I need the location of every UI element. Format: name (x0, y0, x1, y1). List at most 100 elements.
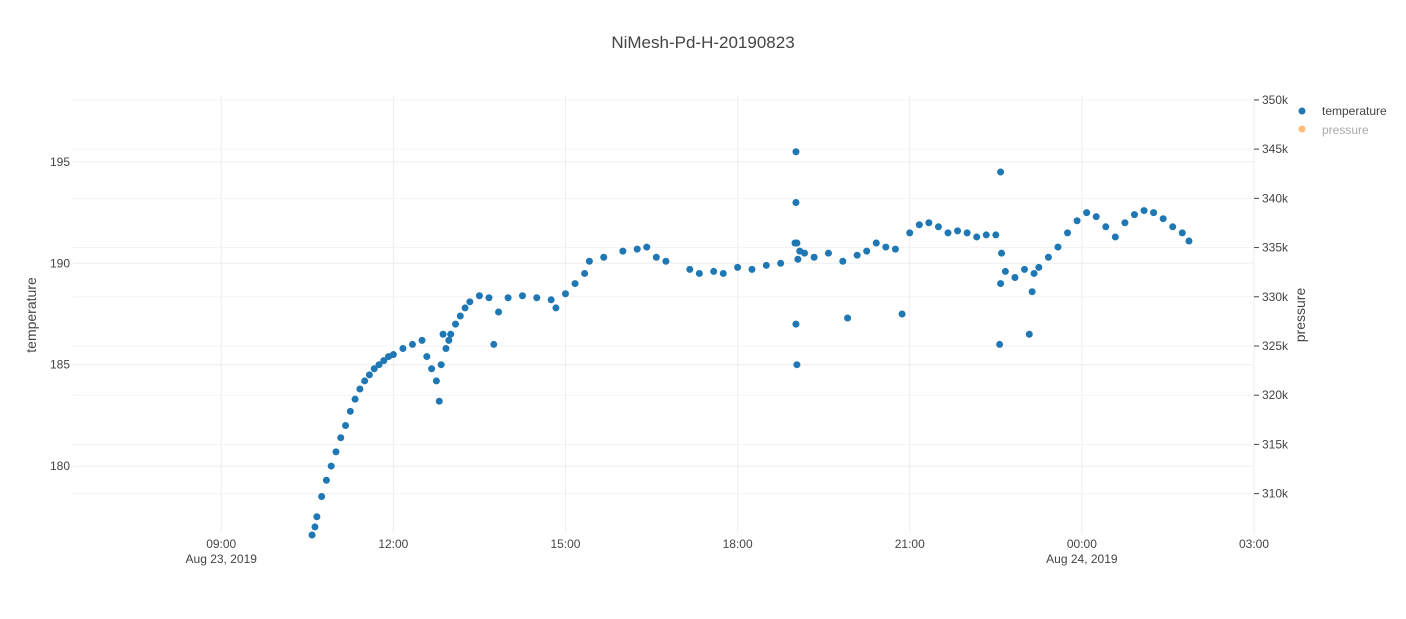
legend-item-pressure[interactable]: pressure (1298, 123, 1370, 137)
data-point-temperature (996, 340, 1004, 348)
data-point-temperature (490, 340, 498, 348)
y2-axis-title: pressure (1292, 288, 1308, 343)
y2-tick-label: 350k (1262, 93, 1289, 107)
legend-item-temperature[interactable]: temperature (1298, 104, 1388, 118)
data-point-temperature (944, 229, 952, 237)
data-point-temperature (1121, 219, 1129, 227)
data-point-temperature (872, 239, 880, 247)
data-point-temperature (585, 257, 593, 265)
data-point-temperature (792, 148, 800, 156)
data-point-temperature (643, 243, 651, 251)
data-point-temperature (793, 239, 801, 247)
data-point-temperature (461, 304, 469, 312)
data-point-temperature (1130, 211, 1138, 219)
data-point-temperature (1140, 207, 1148, 215)
x-tick-label: 00:00 (1067, 537, 1097, 551)
data-point-temperature (1030, 269, 1038, 277)
x-tick-label: 09:00 (206, 537, 236, 551)
data-point-temperature (1011, 274, 1019, 281)
data-point-temperature (375, 361, 383, 369)
y-axis-title: temperature (23, 277, 39, 353)
legend-label-pressure: pressure (1322, 123, 1369, 137)
data-point-temperature (934, 223, 942, 231)
data-point-temperature (652, 253, 660, 261)
data-point-temperature (475, 292, 483, 300)
data-point-temperature (882, 243, 890, 251)
x-tick-date-label: Aug 23, 2019 (186, 552, 258, 566)
data-point-temperature (318, 493, 326, 500)
data-point-temperature (794, 255, 802, 263)
data-point-temperature (686, 265, 694, 273)
y2-tick-label: 330k (1262, 290, 1289, 304)
legend[interactable]: temperature pressure (1298, 104, 1388, 137)
legend-marker-temperature (1298, 107, 1306, 115)
data-point-temperature (389, 351, 397, 359)
y2-tick-label: 310k (1262, 487, 1289, 501)
data-point-temperature (810, 253, 818, 261)
data-point-temperature (456, 312, 464, 320)
data-point-temperature (437, 361, 445, 369)
data-point-temperature (954, 227, 962, 235)
data-point-temperature (361, 377, 369, 385)
data-point-temperature (351, 395, 359, 403)
data-point-temperature (445, 336, 453, 344)
data-point-temperature (571, 280, 579, 288)
data-point-temperature (1150, 209, 1158, 217)
data-point-temperature (1169, 223, 1177, 231)
data-point-temperature (1035, 263, 1043, 271)
data-point-temperature (365, 371, 373, 379)
data-point-temperature (308, 531, 316, 539)
data-point-temperature (695, 269, 703, 277)
data-point-temperature (1092, 213, 1100, 221)
data-point-temperature (327, 462, 335, 470)
data-point-temperature (863, 247, 871, 255)
data-point-temperature (547, 296, 555, 304)
y2-tick-label: 340k (1262, 191, 1289, 205)
y-tick-label: 185 (50, 358, 70, 372)
data-point-temperature (447, 330, 455, 338)
data-point-temperature (342, 422, 350, 430)
data-point-temperature (619, 247, 627, 255)
data-point-temperature (792, 198, 800, 206)
y2-tick-label: 325k (1262, 339, 1289, 353)
data-point-temperature (1044, 253, 1052, 261)
data-point-temperature (982, 231, 990, 239)
x-tick-label: 12:00 (378, 537, 408, 551)
data-point-temperature (432, 377, 440, 385)
data-point-temperature (408, 340, 416, 348)
data-point-temperature (581, 269, 589, 277)
data-point-temperature (906, 229, 914, 237)
data-point-temperature (418, 336, 426, 344)
data-point-temperature (337, 434, 345, 442)
data-point-temperature (824, 249, 832, 257)
data-point-temperature (734, 263, 742, 271)
data-point-temperature (1073, 217, 1081, 225)
data-point-temperature (439, 330, 447, 338)
data-point-temperature (380, 357, 388, 365)
data-point-temperature (998, 249, 1006, 257)
chart-title: NiMesh-Pd-H-20190823 (611, 33, 794, 52)
data-point-temperature (839, 257, 847, 265)
data-point-temperature (793, 361, 801, 369)
data-point-temperature (1083, 209, 1091, 217)
data-point-temperature (495, 308, 503, 316)
data-point-temperature (435, 397, 443, 405)
data-point-temperature (1111, 233, 1119, 241)
y2-tick-label: 335k (1262, 241, 1289, 255)
data-point-temperature (997, 168, 1005, 176)
data-point-temperature (399, 344, 407, 352)
y2-tick-label: 345k (1262, 142, 1289, 156)
data-point-temperature (442, 344, 450, 352)
data-point-temperature (485, 294, 493, 302)
data-point-temperature (552, 304, 560, 312)
data-point-temperature (1028, 288, 1036, 296)
data-point-temperature (992, 231, 1000, 239)
x-tick-label: 15:00 (550, 537, 580, 551)
data-point-temperature (898, 310, 906, 318)
data-point-temperature (561, 290, 569, 298)
data-point-temperature (311, 523, 319, 531)
data-point-temperature (662, 257, 670, 265)
legend-label-temperature: temperature (1322, 104, 1387, 118)
